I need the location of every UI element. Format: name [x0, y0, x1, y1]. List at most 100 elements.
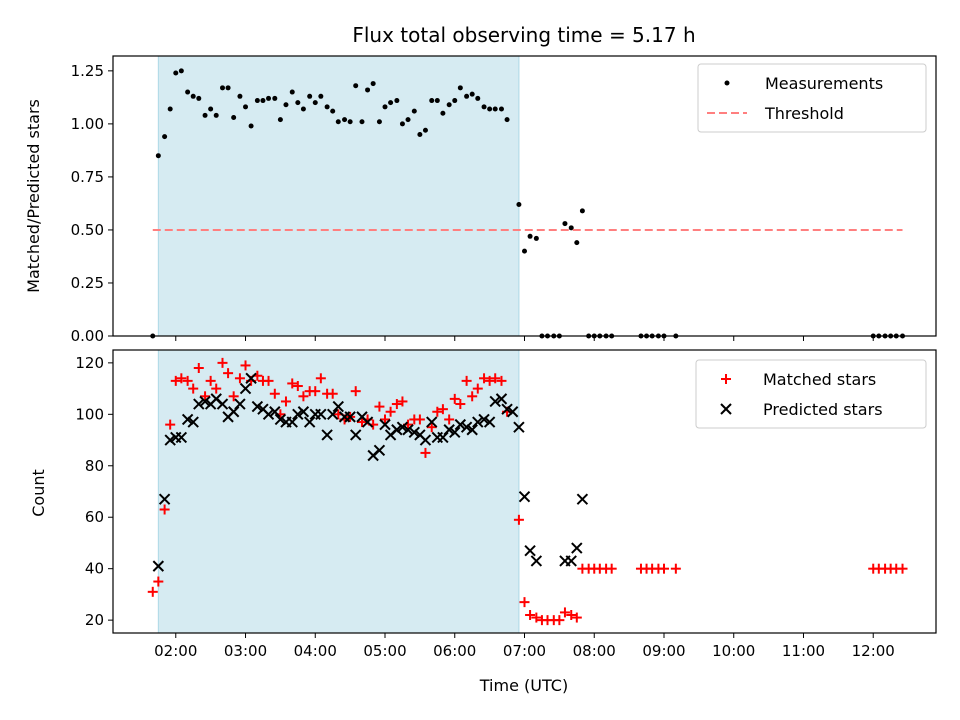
measurement-point	[289, 89, 295, 95]
matched-point	[391, 399, 402, 410]
bottom-y-axis-label: Count	[29, 469, 48, 517]
predicted-point	[524, 544, 536, 557]
measurement-point	[370, 81, 376, 87]
predicted-point	[483, 416, 496, 428]
measurement-point	[335, 119, 341, 125]
predicted-point	[187, 416, 199, 428]
top-y-axis-label: Matched/Predicted stars	[24, 99, 43, 293]
measurement-point	[434, 98, 440, 104]
matched-point	[513, 514, 524, 525]
matched-point	[455, 399, 466, 410]
predicted-point-b	[187, 416, 199, 428]
legend-threshold-label: Threshold	[764, 104, 844, 123]
predicted-point-b	[332, 400, 344, 413]
top-y-tick-label: 0.75	[71, 168, 104, 186]
predicted-point-b	[576, 493, 589, 505]
predicted-point-b	[518, 490, 531, 503]
predicted-point-b	[449, 426, 461, 439]
predicted-point	[303, 416, 316, 428]
measurement-point	[527, 233, 533, 239]
bottom-y-tick-label: 20	[85, 611, 104, 629]
predicted-point-b	[175, 431, 188, 444]
top-y-tick-label: 0.25	[71, 274, 104, 292]
matched-point	[310, 386, 321, 397]
measurement-point	[382, 104, 388, 110]
predicted-point	[571, 542, 583, 554]
bottom-observing-span	[157, 349, 520, 634]
predicted-point-b	[379, 418, 391, 431]
bottom-legend-box	[695, 359, 927, 429]
matched-point	[432, 406, 443, 417]
predicted-point	[321, 429, 333, 441]
x-axis-label: Time (UTC)	[479, 676, 568, 695]
x-tick-label: 05:00	[363, 642, 406, 660]
predicted-point	[315, 408, 327, 421]
predicted-point	[251, 400, 264, 413]
measurement-point	[579, 208, 585, 214]
measurement-point	[359, 119, 365, 125]
measurement-point	[533, 235, 539, 241]
measurement-point	[342, 117, 348, 123]
measurement-point	[283, 102, 289, 108]
predicted-point	[460, 421, 473, 433]
predicted-point-b	[245, 372, 257, 385]
measurement-point	[481, 104, 487, 110]
predicted-point	[501, 403, 513, 415]
matched-point	[147, 586, 158, 597]
x-tick-label: 07:00	[503, 642, 546, 660]
measurement-point	[440, 110, 446, 116]
predicted-point-b	[530, 555, 543, 567]
matched-point	[153, 576, 164, 587]
matched-point	[444, 414, 455, 425]
measurement-point	[399, 121, 405, 127]
predicted-point	[292, 408, 304, 421]
matched-point	[356, 417, 367, 428]
measurement-point	[365, 87, 371, 93]
matched-point	[315, 373, 326, 384]
legend-measurements-label: Measurements	[765, 74, 883, 93]
bottom-y-tick-label: 80	[85, 457, 104, 475]
matched-point	[217, 357, 228, 368]
matched-point	[531, 612, 542, 623]
measurement-point	[266, 95, 272, 101]
x-tick-label: 10:00	[712, 642, 755, 660]
predicted-point-b	[472, 416, 484, 428]
measurement-point	[464, 93, 470, 99]
predicted-point	[466, 424, 478, 436]
measurement-point	[178, 68, 184, 74]
x-tick-label: 08:00	[573, 642, 616, 660]
matched-point	[280, 396, 291, 407]
bottom-series-matched-stars	[147, 357, 908, 626]
top-y-tick-label: 0.50	[71, 221, 104, 239]
predicted-point	[391, 424, 403, 436]
measurement-point	[469, 91, 475, 97]
measurement-point	[446, 102, 452, 108]
predicted-point	[419, 434, 432, 446]
predicted-point-b	[274, 413, 287, 426]
predicted-point-b	[408, 426, 421, 439]
measurement-point	[422, 127, 428, 133]
matched-point	[374, 401, 385, 412]
measurement-point	[475, 95, 481, 101]
predicted-point-b	[326, 408, 339, 421]
predicted-point	[408, 426, 421, 439]
measurement-point	[457, 85, 463, 91]
predicted-point-b	[506, 406, 519, 418]
matched-point	[240, 360, 251, 371]
top-observing-span	[157, 55, 520, 337]
star-count-panel: Count Time (UTC) 20 40 60 80 100 120 02:00 03:0…	[29, 349, 937, 695]
measurement-point	[405, 117, 411, 123]
predicted-point	[513, 421, 525, 433]
predicted-point-b	[199, 395, 211, 408]
flux-ratio-panel: Flux total observing time = 5.17 h Match…	[24, 23, 937, 345]
predicted-point-b	[234, 398, 246, 410]
measurement-point	[487, 106, 493, 112]
predicted-point-b	[356, 411, 368, 423]
matched-point	[188, 383, 199, 394]
matched-point	[479, 373, 490, 384]
measurement-point	[231, 115, 237, 121]
predicted-point-b	[489, 395, 501, 408]
predicted-point	[286, 416, 298, 428]
measurement-point	[162, 134, 168, 140]
matched-point	[519, 597, 530, 608]
